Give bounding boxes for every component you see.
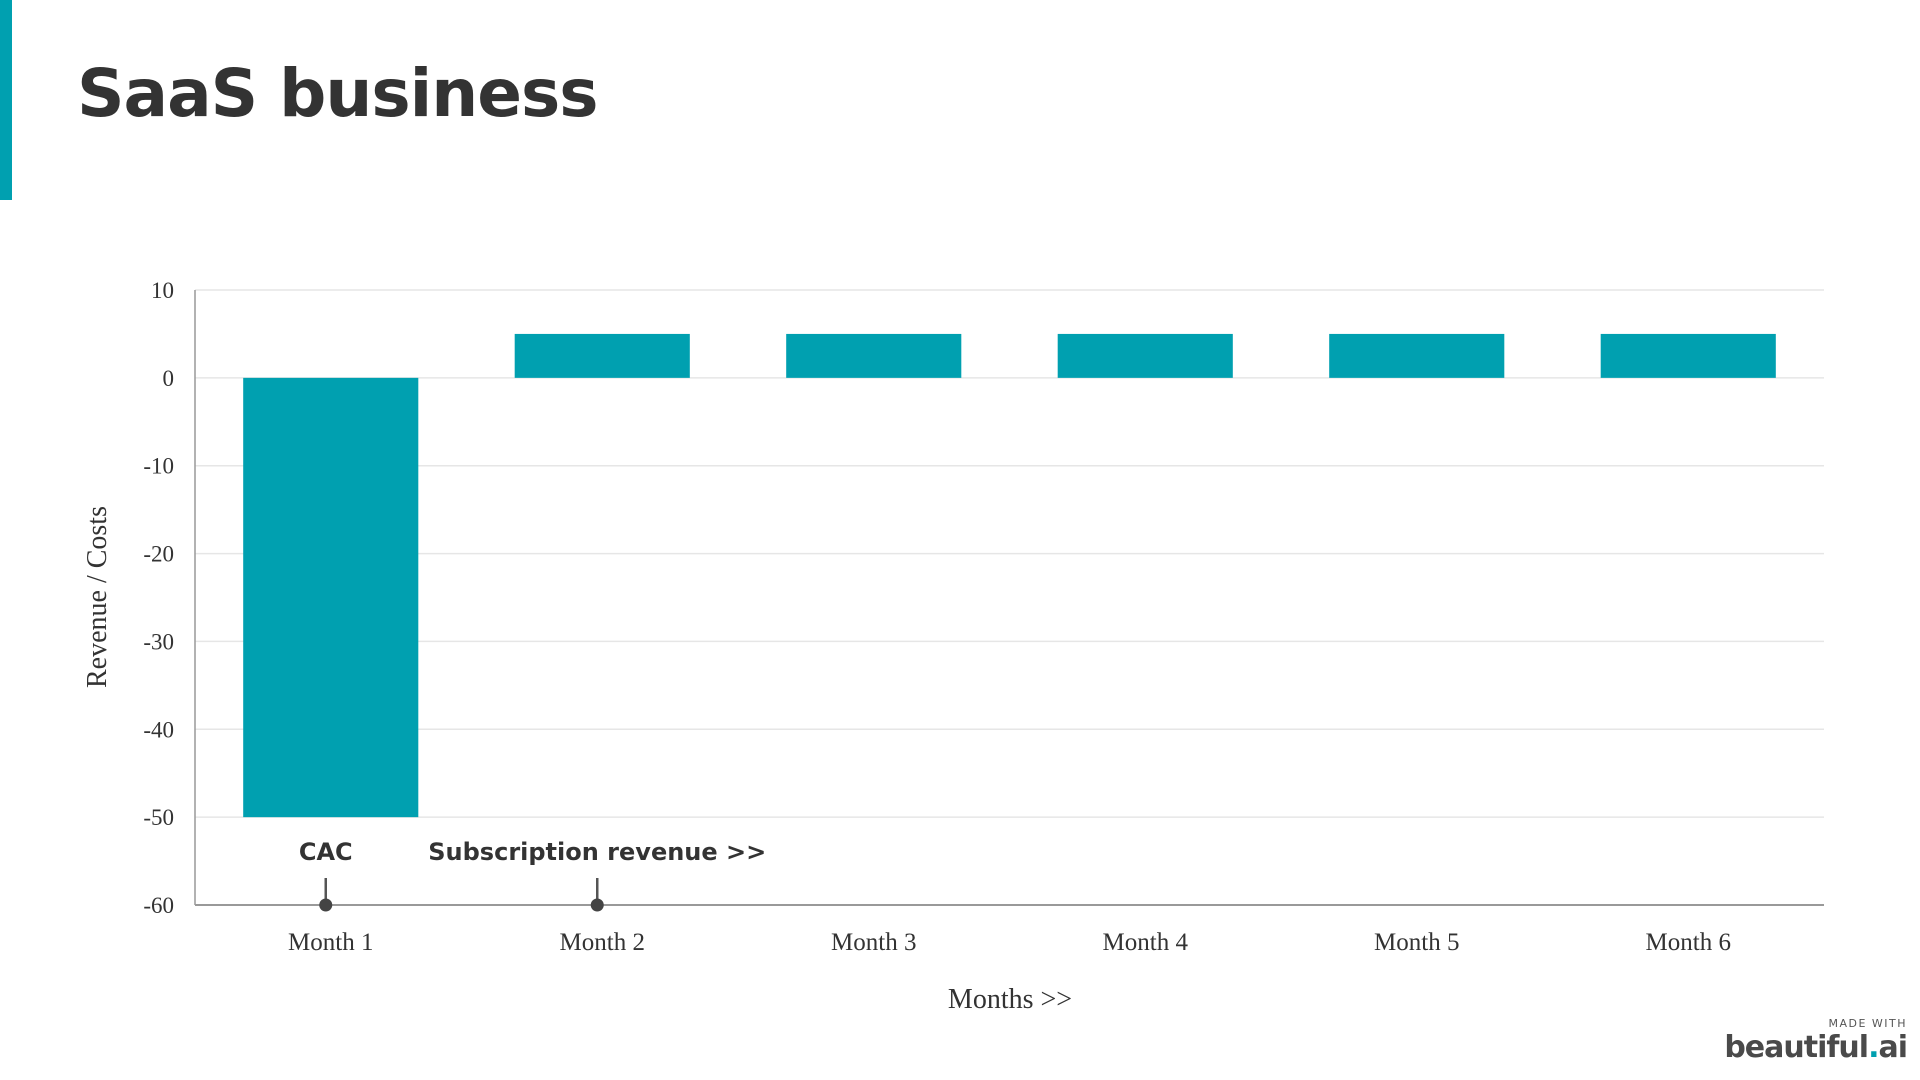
brand-name: beautiful <box>1724 1030 1869 1065</box>
grid-lines <box>195 289 1824 818</box>
y-tick-label: 0 <box>163 366 175 391</box>
bar <box>1329 333 1505 378</box>
brand-suffix: ai <box>1878 1030 1908 1065</box>
x-tick-label: Month 6 <box>1646 929 1731 956</box>
x-tick-labels: Month 1 Month 2 Month 3 Month 4 Month 5 Month… <box>288 929 1731 956</box>
y-tick-label: -20 <box>143 542 174 567</box>
brand-logo: beautiful.ai <box>1724 1030 1908 1065</box>
y-tick-label: -50 <box>143 805 174 830</box>
bar <box>514 333 690 378</box>
x-tick-label: Month 4 <box>1103 929 1189 956</box>
x-tick-label: Month 1 <box>288 929 373 956</box>
x-axis-title: Months >> <box>948 984 1072 1015</box>
y-tick-label: -60 <box>143 893 174 918</box>
annotation-dot <box>590 898 604 912</box>
annotation-label: CAC <box>299 838 353 866</box>
bar <box>1057 333 1233 378</box>
y-tick-label: -30 <box>143 629 174 654</box>
y-tick-label: 10 <box>151 278 174 303</box>
annotation-label: Subscription revenue >> <box>428 838 766 866</box>
brand-dot: . <box>1868 1030 1879 1065</box>
x-tick-label: Month 3 <box>831 929 916 956</box>
y-tick-label: -10 <box>143 454 174 479</box>
annotations: CAC Subscription revenue >> <box>299 838 766 912</box>
axes <box>194 290 1824 906</box>
accent-bar <box>0 0 12 200</box>
annotation-dot <box>319 898 333 912</box>
bar <box>1600 333 1776 378</box>
x-tick-label: Month 5 <box>1374 929 1459 956</box>
y-tick-label: -40 <box>143 717 174 742</box>
x-tick-label: Month 2 <box>560 929 645 956</box>
page-title: SaaS business <box>77 55 599 132</box>
y-axis-title: Revenue / Costs <box>82 506 113 688</box>
bar <box>243 377 419 818</box>
bar <box>786 333 962 378</box>
made-with-label: MADE WITH <box>1828 1017 1907 1030</box>
y-tick-labels: 10 0 -10 -20 -30 -40 -50 -60 <box>143 278 174 918</box>
bars <box>243 333 1776 818</box>
